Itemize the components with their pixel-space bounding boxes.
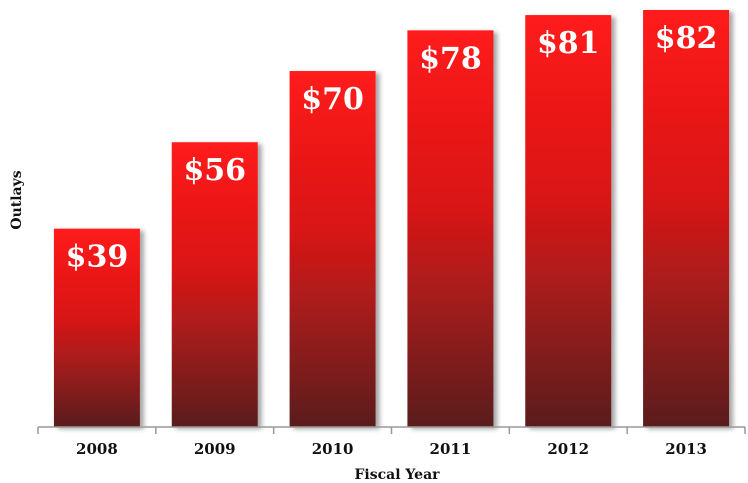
y-axis-title: Outlays [9,170,25,229]
value-label-2013: $82 [655,21,718,56]
value-label-2009: $56 [183,153,246,188]
x-tick-label-2012: 2012 [547,440,589,458]
bars-layer: $39 $56 $70 $78 $81 $82 [53,10,730,428]
bar-2009 [171,142,258,427]
x-tick-label-2008: 2008 [76,440,118,458]
x-tick-label-2013: 2013 [665,440,707,458]
value-label-2010: $70 [301,82,364,117]
bar-2012 [525,15,612,428]
bar-2008 [53,228,140,427]
value-label-2011: $78 [419,41,482,76]
bar-2011 [407,30,494,428]
x-tick-labels-layer: 2008 2009 2010 2011 2012 2013 [76,440,707,458]
x-tick-label-2009: 2009 [194,440,236,458]
x-tick-label-2011: 2011 [430,440,472,458]
value-label-2012: $81 [537,26,600,61]
x-ticks-layer [37,427,746,434]
bar-2013 [643,10,730,427]
x-axis-title: Fiscal Year [354,467,440,483]
value-label-2008: $39 [66,240,129,275]
x-tick-label-2010: 2010 [312,440,354,458]
bar-2010 [289,71,376,428]
